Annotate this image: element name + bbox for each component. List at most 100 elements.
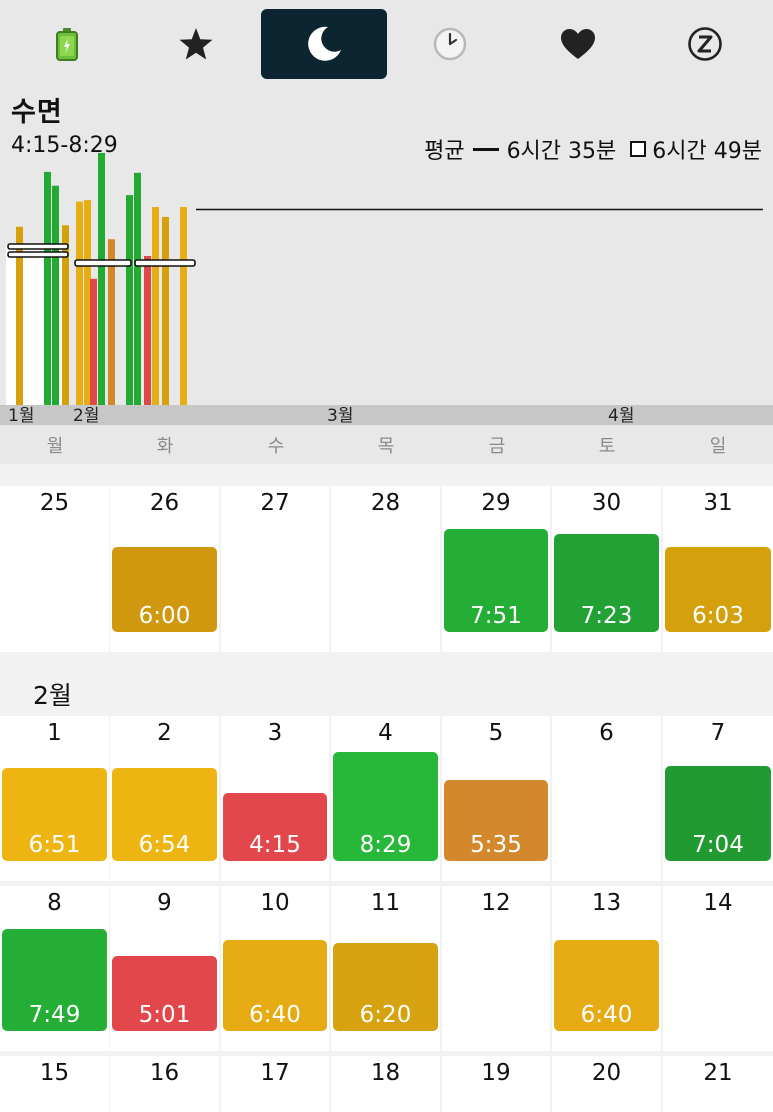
- tab-health[interactable]: [515, 9, 641, 79]
- day-number: 3: [267, 720, 283, 746]
- sleep-range: 4:15-8:29: [11, 133, 118, 158]
- calendar-day-cell[interactable]: 9 5:01: [110, 886, 219, 1051]
- chart-bar: [76, 201, 83, 405]
- weekday-wed: 수: [267, 436, 285, 457]
- sleep-duration-label: 7:49: [28, 1002, 81, 1028]
- calendar-day-cell[interactable]: 31 6:03: [663, 486, 773, 652]
- day-number: 20: [591, 1060, 622, 1086]
- chart-bar: [180, 207, 187, 405]
- calendar-day-cell[interactable]: 16: [110, 1056, 219, 1112]
- day-number: 1: [47, 720, 62, 746]
- calendar-day-cell[interactable]: 25: [0, 486, 109, 652]
- sleep-duration-label: 6:54: [138, 832, 191, 858]
- tab-history[interactable]: [387, 9, 513, 79]
- sleep-duration-block[interactable]: 6:00: [112, 547, 217, 632]
- day-number: 7: [710, 720, 726, 746]
- chart-bar: [16, 226, 23, 405]
- day-number: 31: [703, 490, 733, 516]
- day-number: 29: [481, 490, 511, 516]
- weekday-tue: 화: [156, 436, 174, 457]
- sleep-duration-block[interactable]: 6:51: [2, 768, 107, 861]
- calendar-day-cell[interactable]: 14: [663, 886, 773, 1051]
- calendar-day-cell[interactable]: 29 7:51: [442, 486, 550, 652]
- sleep-duration-label: 6:40: [249, 1002, 301, 1028]
- day-number: 13: [591, 890, 622, 916]
- calendar-day-cell[interactable]: 18: [331, 1056, 440, 1112]
- calendar-day-cell[interactable]: 5 5:35: [442, 716, 550, 881]
- tab-snooze[interactable]: [642, 9, 768, 79]
- calendar-day-cell[interactable]: 13 6:40: [552, 886, 661, 1051]
- sleep-duration-label: 6:03: [692, 603, 744, 629]
- sleep-duration-block[interactable]: 7:23: [554, 534, 659, 632]
- sleep-duration-block[interactable]: 6:54: [112, 768, 217, 861]
- calendar-day-cell[interactable]: 12: [442, 886, 550, 1051]
- day-number: 5: [488, 720, 504, 746]
- day-number: 9: [157, 890, 172, 916]
- sleep-duration-label: 7:51: [470, 603, 522, 629]
- calendar-day-cell[interactable]: 20: [552, 1056, 661, 1112]
- sleep-duration-block[interactable]: 6:40: [223, 940, 327, 1031]
- day-number: 27: [260, 490, 290, 516]
- chart-bar: [62, 225, 69, 405]
- sleep-duration-block[interactable]: 5:01: [112, 956, 217, 1031]
- day-number: 16: [149, 1060, 180, 1086]
- calendar-day-cell[interactable]: 2 6:54: [110, 716, 219, 881]
- calendar-day-cell[interactable]: 11 6:20: [331, 886, 440, 1051]
- sleep-duration-block[interactable]: 6:20: [333, 943, 438, 1031]
- page-title: 수면: [11, 97, 63, 128]
- calendar-day-cell[interactable]: 21: [663, 1056, 773, 1112]
- calendar-day-cell[interactable]: 4 8:29: [331, 716, 440, 881]
- calendar-day-cell[interactable]: 17: [221, 1056, 329, 1112]
- average2-value: 6시간 49분: [652, 139, 762, 164]
- average-legend: 평균 6시간 35분 6시간 49분: [424, 133, 762, 165]
- sleep-duration-block[interactable]: 6:40: [554, 940, 659, 1031]
- day-number: 6: [599, 720, 614, 746]
- day-number: 2: [157, 720, 172, 746]
- sleep-duration-block[interactable]: 7:04: [665, 766, 771, 861]
- sleep-bar-chart[interactable]: 1월 2월 3월 4월: [0, 84, 773, 430]
- month-tick-label: 2월: [73, 406, 99, 426]
- sleep-chart-section: 1월 2월 3월 4월 수면 4:15-8:29 평균 6시간 35분 6시간 49분…: [0, 84, 773, 464]
- day-number: 25: [39, 490, 70, 516]
- day-number: 11: [370, 890, 401, 916]
- weekly-average-box: [134, 259, 196, 267]
- day-number: 4: [378, 720, 393, 746]
- calendar-day-cell[interactable]: 26 6:00: [110, 486, 219, 652]
- calendar-month-label: 2월: [33, 681, 72, 710]
- calendar-day-cell[interactable]: 6: [552, 716, 661, 881]
- sleep-duration-block[interactable]: 8:29: [333, 752, 438, 861]
- chart-bar: [108, 239, 115, 405]
- calendar-day-cell[interactable]: 7 7:04: [663, 716, 773, 881]
- calendar-day-cell[interactable]: 30 7:23: [552, 486, 661, 652]
- calendar-day-cell[interactable]: 27: [221, 486, 329, 652]
- calendar-day-cell[interactable]: 28: [331, 486, 440, 652]
- day-number: 15: [39, 1060, 70, 1086]
- weekday-mon: 월: [46, 436, 64, 457]
- sleep-duration-block[interactable]: 4:15: [223, 793, 327, 861]
- sleep-duration-block[interactable]: 7:51: [444, 529, 548, 632]
- chart-bar: [152, 207, 159, 405]
- calendar-day-cell[interactable]: 10 6:40: [221, 886, 329, 1051]
- weekday-sun: 일: [709, 436, 727, 457]
- month-tick-label: 4월: [608, 406, 634, 426]
- sleep-duration-label: 7:04: [692, 832, 744, 858]
- calendar-day-cell[interactable]: 8 7:49: [0, 886, 109, 1051]
- tab-star[interactable]: [133, 9, 259, 79]
- calendar-day-cell[interactable]: 3 4:15: [221, 716, 329, 881]
- sleep-duration-block[interactable]: 7:49: [2, 929, 107, 1031]
- sleep-duration-label: 7:23: [580, 603, 633, 629]
- day-number: 14: [703, 890, 733, 916]
- tab-battery[interactable]: [4, 9, 130, 79]
- sleep-duration-block[interactable]: 6:03: [665, 547, 771, 632]
- calendar-day-cell[interactable]: 15: [0, 1056, 109, 1112]
- calendar-day-cell[interactable]: 19: [442, 1056, 550, 1112]
- sleep-duration-block[interactable]: 5:35: [444, 780, 548, 861]
- weekly-average-box: [7, 251, 69, 258]
- clock-icon: [433, 27, 467, 61]
- chart-bar: [162, 216, 169, 405]
- tab-sleep[interactable]: [261, 9, 387, 79]
- chart-bar: [90, 278, 97, 405]
- month-axis-band: [0, 405, 773, 425]
- calendar-day-cell[interactable]: 1 6:51: [0, 716, 109, 881]
- sleep-duration-label: 6:40: [580, 1002, 633, 1028]
